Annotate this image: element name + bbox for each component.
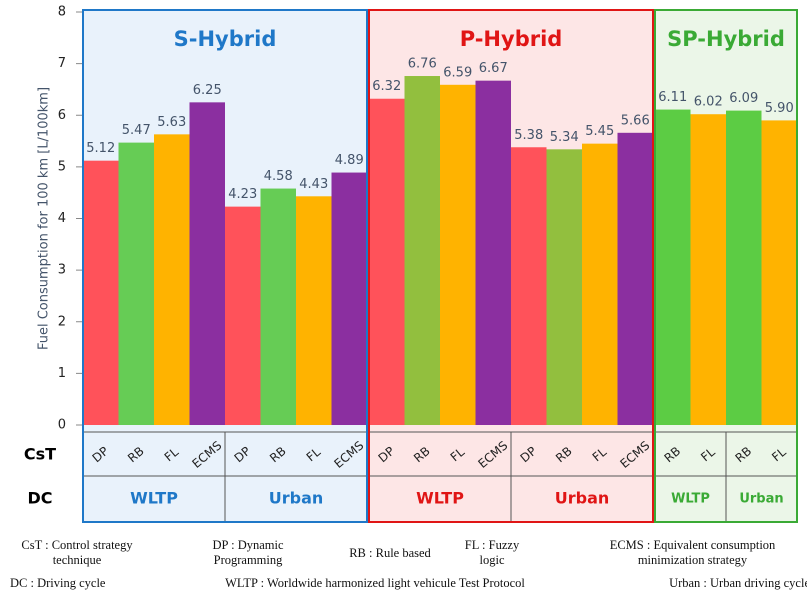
bar: [369, 98, 405, 425]
bar: [225, 206, 261, 425]
y-tick-label: 7: [58, 56, 66, 71]
y-tick-label: 4: [58, 211, 66, 226]
value-label: 6.76: [408, 57, 437, 72]
dc-label: Urban: [739, 492, 783, 507]
dc-label: WLTP: [416, 489, 464, 508]
bar: [726, 110, 762, 425]
panel-title: SP-Hybrid: [667, 27, 785, 51]
bar: [475, 80, 511, 425]
value-label: 5.45: [585, 124, 614, 139]
dc-label: WLTP: [671, 492, 710, 507]
value-label: 4.43: [299, 177, 328, 192]
footnote: Urban : Urban driving cycle: [669, 576, 807, 590]
value-label: 6.59: [443, 65, 472, 80]
bar: [189, 102, 225, 425]
bar: [511, 147, 547, 425]
value-label: 6.09: [729, 91, 758, 106]
y-tick-label: 5: [58, 159, 66, 174]
row-label: DC: [27, 489, 52, 508]
value-label: 6.11: [658, 90, 687, 105]
bar: [761, 120, 797, 425]
bar: [440, 84, 476, 425]
y-tick-label: 1: [58, 366, 66, 381]
panel-title: S-Hybrid: [174, 27, 277, 51]
y-tick-label: 0: [58, 418, 66, 433]
bar: [260, 188, 296, 425]
value-label: 6.02: [694, 95, 723, 110]
footnote: ECMS : Equivalent consumption minimizati…: [609, 538, 776, 567]
footnote: FL : Fuzzy logic: [464, 538, 520, 567]
y-axis-label: Fuel Consumption for 100 km [L/100km]: [37, 87, 52, 350]
value-label: 5.90: [765, 101, 794, 116]
y-tick-label: 3: [58, 263, 66, 278]
panel-border: [368, 9, 654, 523]
bar: [690, 114, 726, 425]
footnote: CsT : Control strategy technique: [21, 538, 133, 567]
value-label: 5.47: [122, 123, 151, 138]
bar: [655, 109, 691, 425]
footnote: WLTP : Worldwide harmonized light vehicu…: [225, 576, 525, 590]
footnote: RB : Rule based: [349, 546, 431, 560]
chart: S-Hybrid5.12DP5.47RB5.63FL6.25ECMSWLTP4.…: [24, 5, 798, 523]
panel-title: P-Hybrid: [460, 27, 563, 51]
value-label: 6.32: [372, 79, 401, 94]
bar: [331, 172, 367, 425]
row-label: CsT: [24, 445, 56, 464]
panel-border: [82, 9, 368, 523]
y-tick-label: 2: [58, 314, 66, 329]
value-label: 4.23: [228, 187, 257, 202]
value-label: 5.12: [86, 141, 115, 156]
bar: [404, 76, 440, 425]
bar: [118, 142, 154, 425]
value-label: 6.67: [479, 61, 508, 76]
value-label: 4.58: [264, 169, 293, 184]
y-tick-label: 6: [58, 108, 66, 123]
dc-label: WLTP: [130, 489, 178, 508]
bar: [546, 149, 582, 425]
y-tick-label: 8: [58, 5, 66, 20]
value-label: 5.66: [621, 113, 650, 128]
value-label: 5.63: [157, 115, 186, 130]
dc-label: Urban: [269, 489, 324, 508]
dc-label: Urban: [555, 489, 610, 508]
bar: [617, 132, 653, 426]
bar: [154, 134, 190, 425]
bar: [582, 143, 618, 426]
value-label: 5.38: [514, 128, 543, 143]
bar: [296, 196, 332, 425]
value-label: 5.34: [550, 130, 579, 145]
footnote: DC : Driving cycle: [10, 576, 106, 590]
panel-border: [654, 9, 798, 523]
footnote: DP : Dynamic Programming: [212, 538, 284, 567]
value-label: 6.25: [193, 83, 222, 98]
value-label: 4.89: [335, 153, 364, 168]
bar: [83, 160, 119, 425]
